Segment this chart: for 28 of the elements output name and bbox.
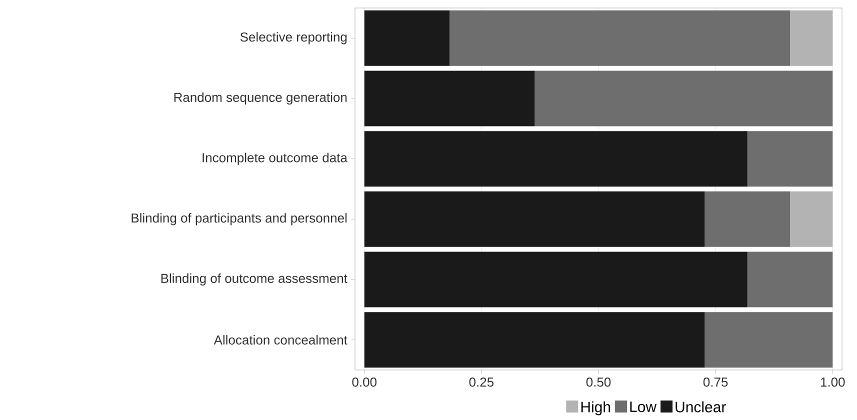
x-tick-label: 0.00 [352, 378, 377, 387]
x-tick-label: 0.50 [586, 378, 611, 387]
y-tick-label: Random sequence generation [174, 92, 347, 105]
x-tick-label: 0.25 [469, 378, 494, 387]
y-tick-label: Selective reporting [240, 32, 347, 44]
legend-label: High [581, 401, 610, 416]
bar [364, 70, 535, 126]
bar [704, 191, 790, 247]
bar [364, 131, 748, 187]
bar [450, 10, 790, 66]
bar [364, 252, 748, 308]
legend-label: Low [630, 402, 657, 412]
bar [364, 191, 705, 247]
bar [364, 312, 705, 368]
bar [790, 10, 833, 66]
y-tick-label: Blinding of outcome assessment [161, 273, 348, 286]
bar [364, 10, 450, 66]
legend-label: Unclear [676, 401, 726, 412]
y-tick-label: Incomplete outcome data [202, 152, 348, 165]
x-tick-label: 0.75 [703, 378, 728, 387]
x-tick-label: 1.00 [820, 378, 845, 387]
bar [747, 252, 833, 308]
bar [790, 191, 833, 247]
bar [534, 70, 833, 126]
y-tick-label: Allocation concealment [214, 335, 348, 345]
y-tick-label: Blinding of participants and personnel [132, 213, 347, 226]
bar [747, 131, 833, 187]
bar [704, 312, 833, 368]
